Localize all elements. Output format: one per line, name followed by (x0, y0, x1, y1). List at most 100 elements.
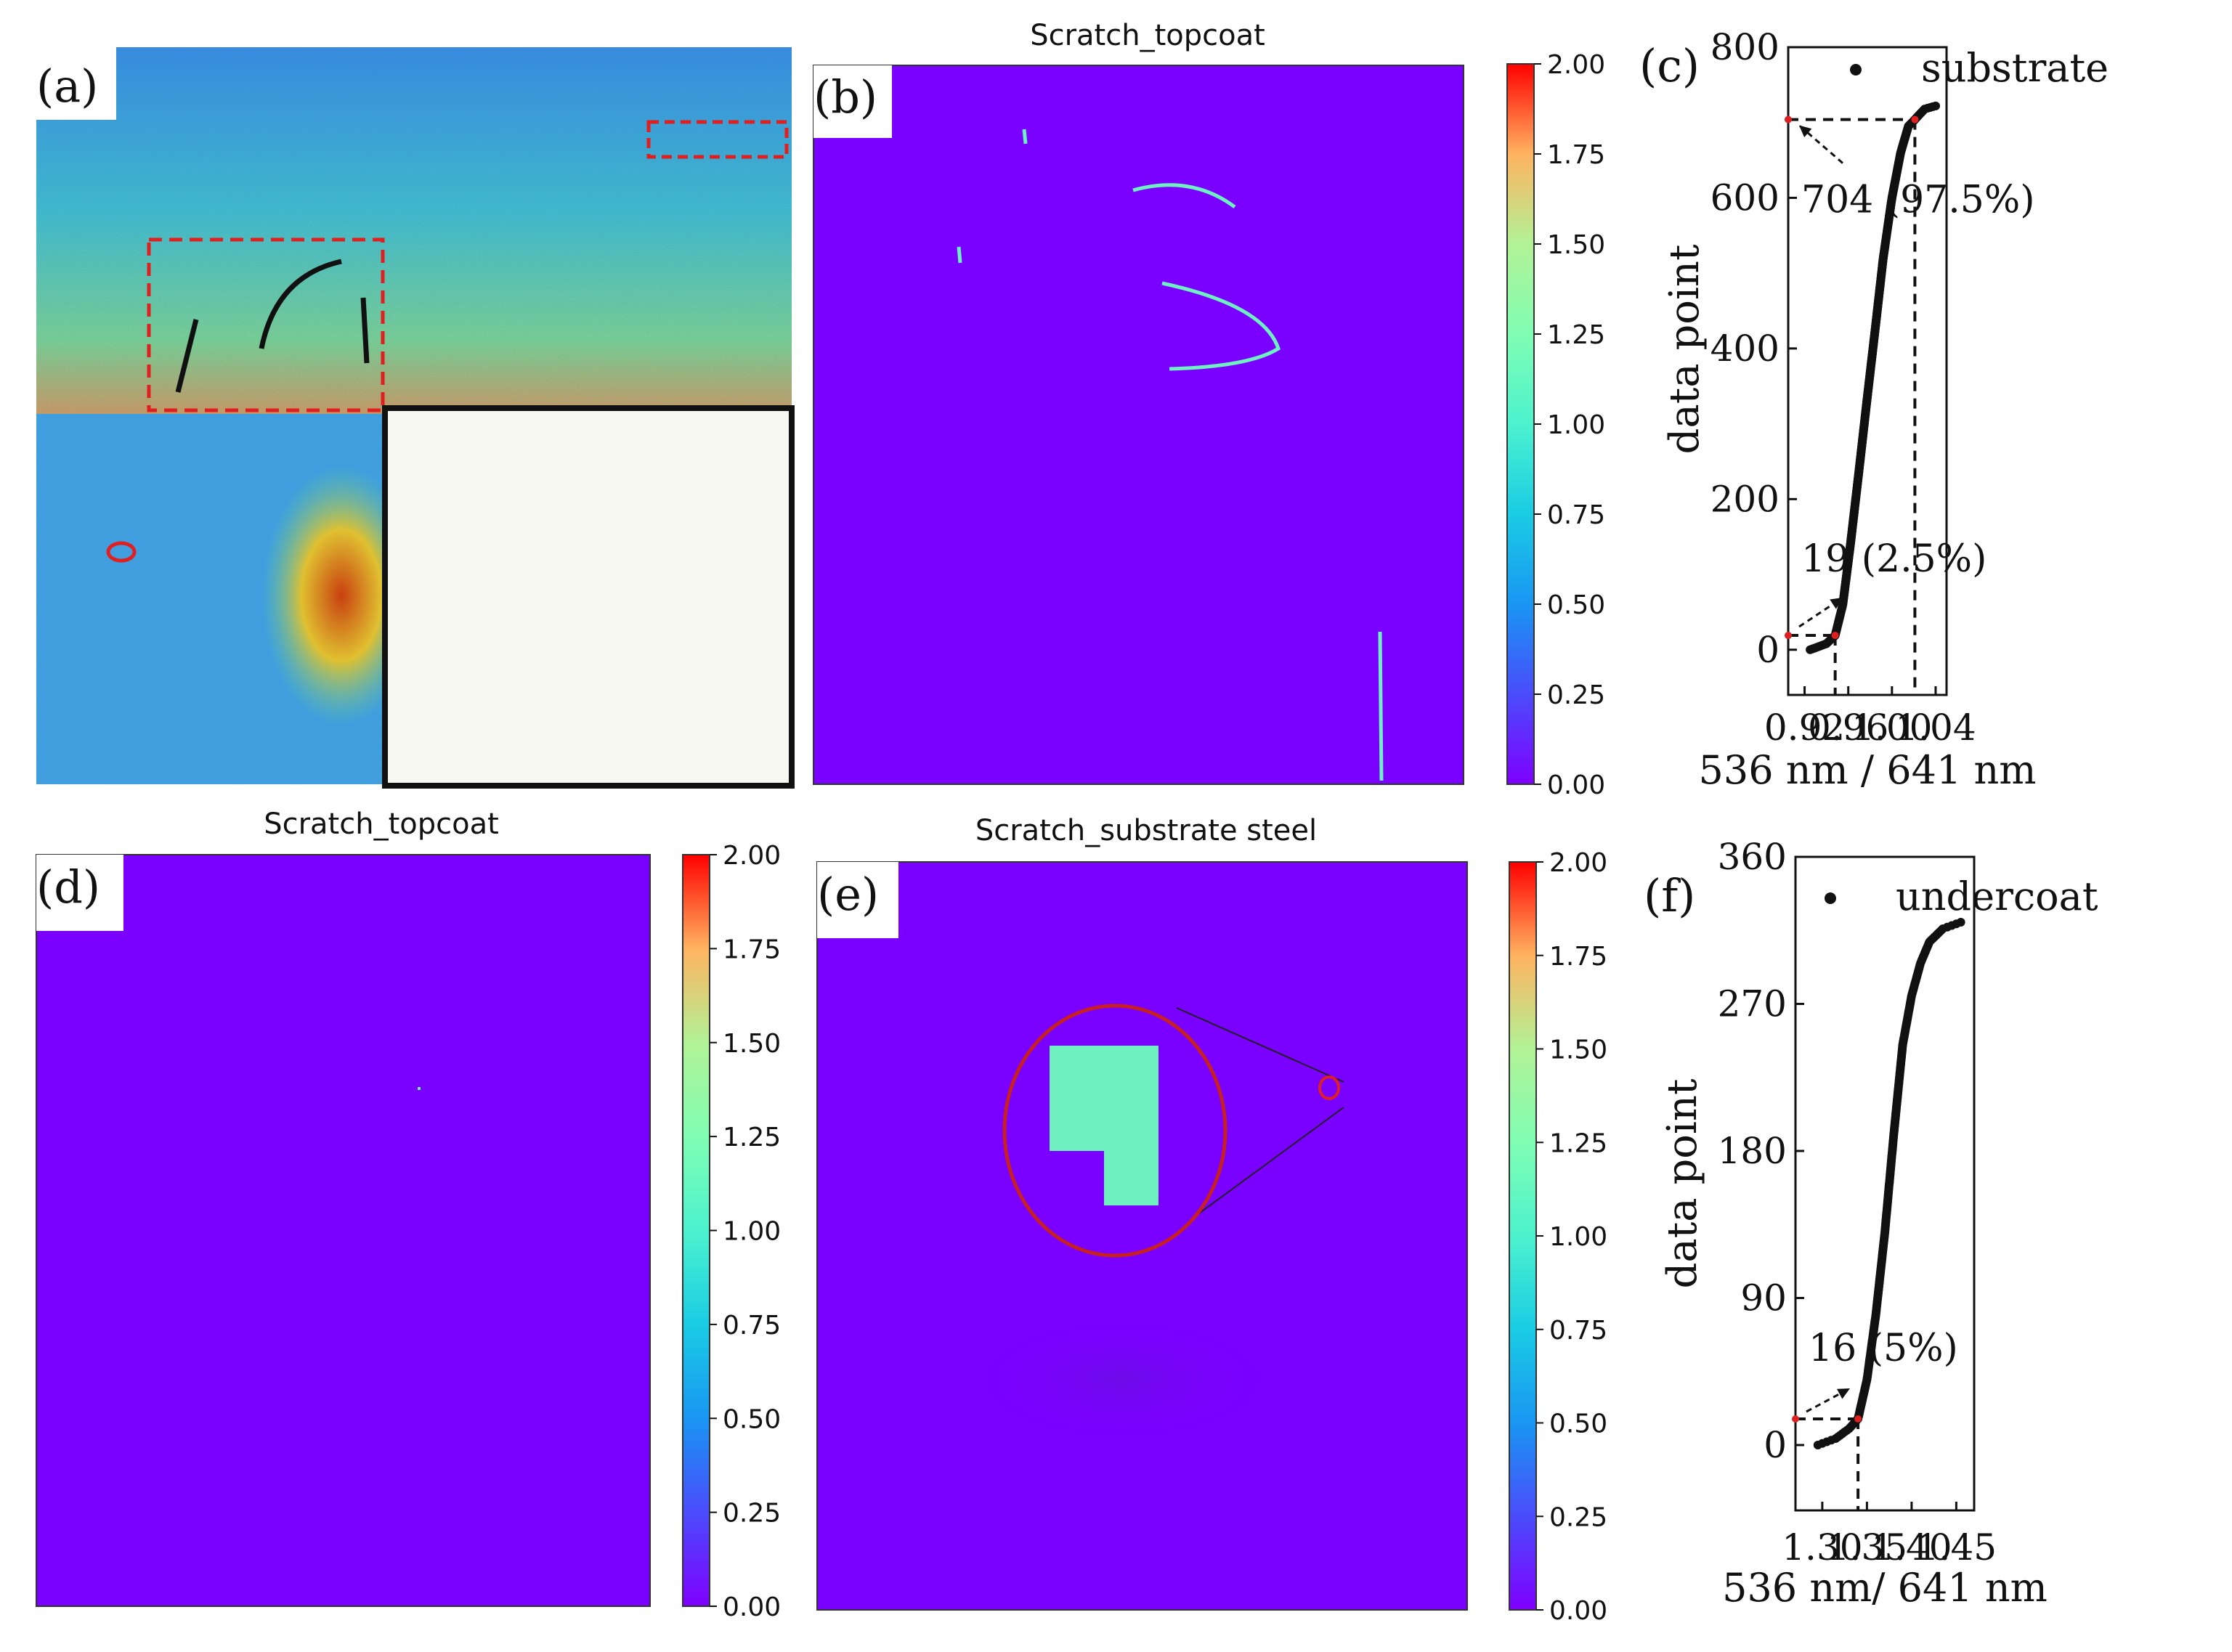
panel-d-label: (d) (36, 860, 100, 914)
y-tick-label: 200 (1710, 478, 1779, 520)
panel-d-label-bg (36, 855, 123, 931)
panel-f-label: (f) (1644, 869, 1695, 922)
y-tick-label: 90 (1740, 1277, 1787, 1319)
colorbar-tick-label: 0.75 (1547, 500, 1605, 530)
y-tick-label: 0 (1764, 1424, 1787, 1466)
y-tick-label: 400 (1710, 327, 1779, 370)
panel-e-colorbar-ticks: 2.00 1.75 1.50 1.25 1.00 0.75 0.50 0.25 0.00 (1536, 848, 1607, 1626)
annotation-label: 704 (97.5%) (1801, 179, 2035, 222)
x-tick-label: 0.96 (1808, 707, 1888, 749)
annotation-label: 19 (2.5%) (1801, 537, 1987, 581)
annotation-marker-axis (1785, 115, 1792, 123)
panel-e-zoom-line-bottom (1180, 1107, 1344, 1228)
panel-d-speck (418, 1087, 421, 1090)
panel-a: (a) (36, 47, 795, 789)
panel-b-features (957, 129, 1384, 781)
colorbar-tick-label: 1.75 (1547, 140, 1605, 170)
colorbar-tick-label: 0.25 (723, 1499, 781, 1529)
colorbar-tick-label: 0.50 (1549, 1409, 1607, 1439)
colorbar-tick-label: 1.25 (723, 1123, 781, 1152)
x-tick-label: 1.04 (1895, 707, 1976, 749)
y-tick-label: 180 (1718, 1130, 1787, 1172)
colorbar-tick-label: 0.25 (1547, 680, 1605, 710)
colorbar-tick-label: 1.50 (1547, 230, 1605, 260)
panel-e-label-bg (817, 862, 898, 938)
legend-label: undercoat (1896, 874, 2098, 919)
annotation-arrow-head (1837, 1388, 1850, 1399)
x-tick-label: 1.45 (1916, 1526, 1997, 1568)
colorbar-tick-label: 1.25 (1549, 1128, 1607, 1158)
colorbar-tick-label: 2.00 (1549, 848, 1607, 878)
annotation-label: 16 (5%) (1809, 1327, 1958, 1370)
panel-e-target-circle (1318, 1075, 1340, 1100)
colorbar-tick-label: 0.00 (1549, 1596, 1607, 1626)
colorbar-tick-label: 2.00 (1547, 50, 1605, 80)
x-tick-label: 1.40 (1871, 1526, 1952, 1568)
colorbar-tick-label: 2.00 (723, 841, 781, 871)
colorbar-tick-label: 1.50 (1549, 1035, 1607, 1065)
x-axis-label: 536 nm/ 641 nm (1722, 1565, 2048, 1611)
y-axis-label: data point (1661, 244, 1708, 454)
panel-a-dashed-box-small (646, 120, 789, 159)
y-tick-label: 600 (1710, 176, 1779, 219)
colorbar-tick-label: 0.00 (723, 1592, 781, 1622)
y-axis-label: data point (1659, 1078, 1706, 1288)
colorbar-tick-label: 0.75 (723, 1311, 781, 1340)
annotation-arrow-head (1830, 598, 1843, 609)
y-tick-label: 0 (1756, 629, 1779, 671)
colorbar-tick-label: 1.50 (723, 1029, 781, 1059)
colorbar-tick-label: 1.75 (1549, 942, 1607, 972)
panel-e-title: Scratch_substrate steel (975, 814, 1317, 847)
y-tick-label: 800 (1710, 26, 1779, 68)
panel-d-colorbar-ticks: 2.00 1.75 1.50 1.25 1.00 0.75 0.50 0.25 0.00 (710, 841, 781, 1622)
x-tick-label: 0.92 (1764, 707, 1845, 749)
panel-d-colorbar (682, 854, 710, 1607)
panel-b-colorbar (1506, 63, 1535, 785)
legend-marker (1825, 892, 1836, 904)
panel-a-label-bg (36, 47, 116, 120)
colorbar-tick-label: 1.25 (1547, 320, 1605, 350)
panel-a-red-circle (106, 541, 137, 563)
x-tick-label: 1.30 (1782, 1526, 1862, 1568)
panel-a-dashed-box-large (147, 237, 385, 412)
panel-b-title: Scratch_topcoat (1030, 19, 1265, 52)
panel-b-label: (b) (813, 70, 877, 123)
data-point (1956, 918, 1965, 927)
colorbar-tick-label: 1.00 (1549, 1222, 1607, 1252)
colorbar-tick-label: 1.75 (723, 935, 781, 964)
panel-f: (f) 1.301.351.401.45 0 90 180 270 360 536 nm/ … (1644, 836, 2098, 1611)
panel-a-top-noise (36, 47, 792, 414)
panel-e-zoom-pixels (1050, 1046, 1158, 1205)
panel-d-map (36, 854, 651, 1607)
annotation-arrow-head (1799, 125, 1812, 138)
panel-e-label: (e) (817, 868, 879, 921)
panel-b-map (813, 65, 1464, 785)
legend-label: substrate (1921, 45, 2109, 91)
colorbar-tick-label: 0.00 (1547, 770, 1605, 800)
panel-c-label: (c) (1639, 39, 1700, 92)
panel-a-hotspot (261, 465, 421, 726)
colorbar-tick-label: 1.00 (723, 1217, 781, 1247)
plot-frame (1787, 46, 1948, 696)
panel-b-label-bg (813, 65, 892, 138)
annotation-marker-point (1831, 632, 1839, 640)
panel-e-zoom-line-top (1176, 1007, 1344, 1083)
y-tick-label: 270 (1718, 983, 1787, 1025)
panel-e: Scratch_substrate steel (e) 2.00 1.75 1.50… (816, 814, 1607, 1626)
panel-c: (c) 0.920.961.001.04 0 200 400 600 800 536 nm … (1639, 26, 2109, 793)
panel-e-shade (962, 1314, 1282, 1445)
legend-marker (1850, 64, 1862, 76)
colorbar-tick-label: 0.50 (1547, 590, 1605, 620)
colorbar-tick-label: 0.75 (1549, 1316, 1607, 1346)
x-tick-label: 1.35 (1827, 1526, 1907, 1568)
y-tick-label: 360 (1718, 836, 1787, 878)
panel-e-colorbar (1509, 861, 1537, 1611)
panel-a-label: (a) (36, 60, 98, 113)
annotation-marker-point (1911, 115, 1919, 123)
colorbar-tick-label: 1.00 (1547, 410, 1605, 440)
panel-d: Scratch_topcoat (d) 2.00 1.75 1.50 1.25 1.00… (36, 807, 781, 1622)
panel-a-scratch-marks (175, 259, 370, 393)
annotation-marker-point (1854, 1415, 1862, 1423)
panel-b-colorbar-ticks: 2.00 1.75 1.50 1.25 1.00 0.75 0.50 0.25 0.00 (1534, 50, 1605, 800)
annotation-marker-axis (1792, 1415, 1799, 1423)
